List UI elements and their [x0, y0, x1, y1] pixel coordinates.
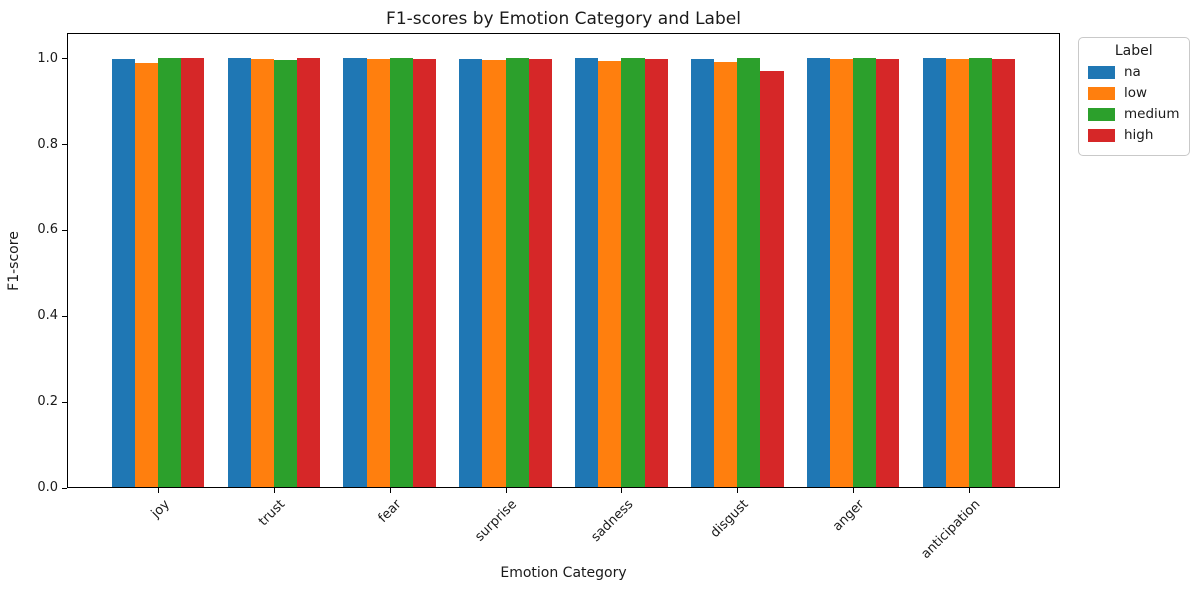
legend-title: Label: [1114, 43, 1153, 59]
x-tick-mark: [158, 488, 159, 493]
y-axis-label: F1-score: [6, 231, 22, 291]
legend-label: low: [1124, 85, 1148, 101]
bar-na-anger: [806, 58, 830, 487]
bar-medium-anticipation: [969, 58, 993, 487]
legend-item-medium: medium: [1088, 106, 1179, 122]
legend-label: na: [1124, 64, 1141, 80]
bar-low-joy: [134, 62, 158, 487]
x-tick-label-anger: anger: [830, 497, 868, 535]
bar-medium-anger: [853, 57, 877, 487]
legend-swatch-icon: [1088, 128, 1115, 142]
bar-high-joy: [181, 58, 205, 487]
chart-title: F1-scores by Emotion Category and Label: [386, 9, 741, 29]
bar-low-anger: [829, 59, 854, 487]
bar-medium-sadness: [621, 57, 645, 487]
x-tick-mark: [273, 488, 275, 493]
bar-high-disgust: [760, 70, 784, 487]
x-tick-mark: [853, 488, 855, 493]
y-tick-mark: [62, 58, 67, 60]
legend-items: na low medium high: [1088, 64, 1179, 143]
bar-medium-surprise: [505, 58, 529, 487]
bar-na-trust: [227, 58, 251, 487]
bar-na-fear: [343, 58, 367, 487]
y-tick-label: 0.2: [37, 394, 58, 410]
bar-na-joy: [111, 58, 135, 487]
bar-high-surprise: [528, 58, 552, 487]
y-tick-mark: [62, 401, 67, 403]
x-tick-label-sadness: sadness: [588, 497, 637, 545]
x-tick-mark: [969, 488, 970, 493]
x-tick-mark: [737, 488, 739, 493]
x-tick-mark: [621, 488, 623, 493]
bar-low-disgust: [714, 62, 738, 487]
bar-low-anticipation: [945, 58, 969, 487]
bar-high-sadness: [644, 58, 668, 487]
x-tick-label-disgust: disgust: [708, 497, 752, 541]
y-tick-mark: [62, 144, 67, 146]
y-tick-label: 0.8: [37, 136, 58, 152]
x-tick-label-fear: fear: [375, 497, 405, 526]
bar-low-surprise: [482, 59, 506, 487]
bar-medium-disgust: [737, 57, 761, 487]
legend-label: high: [1124, 127, 1154, 143]
bar-medium-trust: [273, 59, 297, 487]
legend-swatch-icon: [1088, 65, 1115, 79]
bar-high-trust: [297, 58, 321, 487]
bar-low-trust: [250, 59, 274, 487]
bar-low-fear: [366, 59, 390, 487]
y-tick-label: 0.4: [37, 308, 58, 324]
legend: Label na low medium high: [1078, 37, 1191, 156]
y-tick-label: 0.0: [37, 480, 58, 495]
x-tick-mark: [389, 488, 391, 493]
bar-medium-joy: [158, 57, 182, 487]
legend-item-low: low: [1088, 85, 1179, 101]
bar-high-anger: [876, 58, 900, 487]
y-tick-mark: [62, 229, 67, 231]
x-tick-label-anticipation: anticipation: [918, 497, 984, 562]
bar-medium-fear: [389, 58, 413, 487]
legend-item-na: na: [1088, 64, 1179, 80]
y-tick-mark: [62, 487, 67, 489]
x-tick-label-surprise: surprise: [472, 497, 521, 545]
y-tick-label: 0.6: [37, 222, 58, 238]
bar-high-fear: [412, 58, 437, 487]
x-tick-label-trust: trust: [256, 497, 289, 530]
bar-na-disgust: [690, 58, 715, 487]
x-axis-label: Emotion Category: [500, 565, 627, 581]
legend-swatch-icon: [1088, 86, 1115, 100]
x-tick-label-joy: joy: [148, 497, 173, 522]
bar-na-surprise: [459, 58, 483, 487]
bar-na-sadness: [575, 58, 599, 487]
plot-area: [67, 33, 1060, 488]
y-tick-mark: [62, 315, 67, 317]
legend-item-high: high: [1088, 127, 1179, 143]
bar-na-anticipation: [922, 58, 946, 487]
bar-low-sadness: [598, 60, 622, 487]
bar-high-anticipation: [992, 58, 1016, 487]
legend-label: medium: [1124, 106, 1180, 122]
x-tick-mark: [505, 488, 507, 493]
y-tick-label: 1.0: [37, 50, 58, 66]
legend-swatch-icon: [1088, 107, 1115, 121]
